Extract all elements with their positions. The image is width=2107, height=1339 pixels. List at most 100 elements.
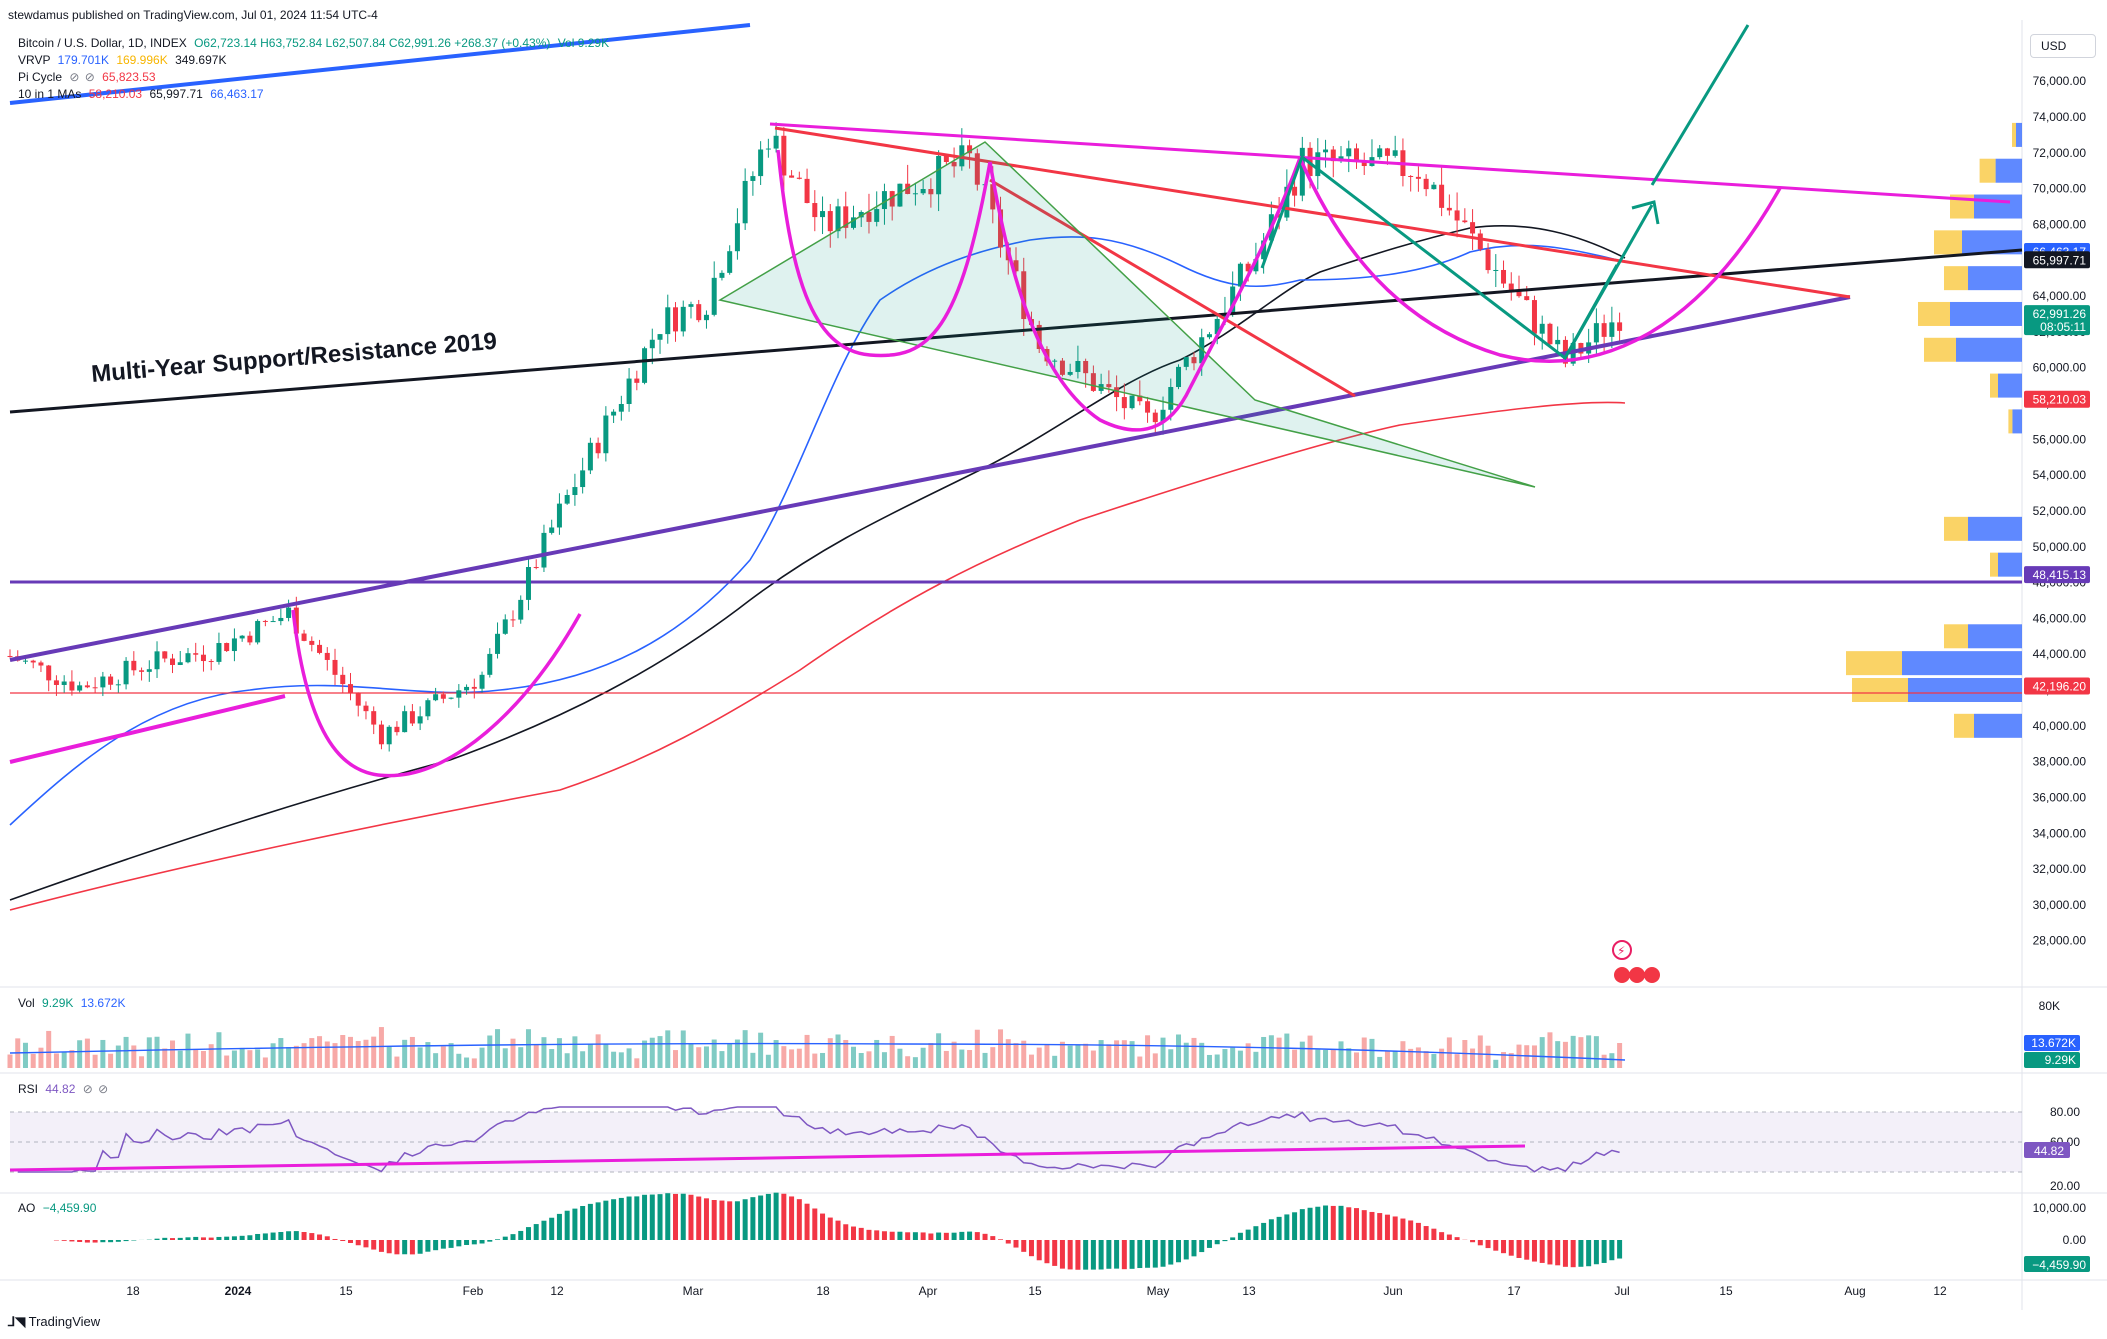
volume-bar: [518, 1047, 524, 1068]
ao-bar: [572, 1208, 578, 1240]
rsi-badge-label: 44.82: [2034, 1144, 2064, 1158]
volume-bar: [1586, 1035, 1592, 1068]
volume-bar: [1268, 1035, 1274, 1068]
candle-body: [324, 652, 330, 660]
volume-bar: [734, 1039, 740, 1068]
volume-ma-line: [9, 1042, 1626, 1061]
ao-bar: [1268, 1219, 1274, 1240]
ao-bar: [1098, 1240, 1104, 1270]
ao-bar: [1028, 1240, 1034, 1257]
time-axis[interactable]: 18 2024 15 Feb 12 Mar 18 Apr 15 May 13 Jun 17 Jul 15 Au…: [126, 1284, 1947, 1298]
volume-bar: [394, 1056, 400, 1068]
price-tick-label: 34,000.00: [2033, 826, 2087, 840]
volume-bar: [998, 1029, 1004, 1068]
volume-bar: [603, 1044, 609, 1068]
candle-body: [293, 607, 299, 634]
candle-body: [456, 690, 462, 698]
ao-bar: [1547, 1240, 1553, 1265]
ao-bar: [773, 1192, 779, 1240]
volume-bar: [464, 1057, 470, 1068]
candle-body: [1021, 271, 1027, 320]
candle-body: [1555, 339, 1561, 345]
candle-body: [1075, 360, 1081, 372]
candle-body: [309, 640, 315, 645]
vrvp-row: VRVP 179.701K 169.996K 349.697K: [18, 53, 226, 67]
volume-bar: [270, 1043, 276, 1068]
candle-body: [866, 211, 872, 222]
ao-bar: [912, 1232, 918, 1240]
volume-bar: [170, 1040, 176, 1068]
volume-title[interactable]: Vol: [18, 996, 35, 1010]
volume-bar: [541, 1037, 547, 1068]
currency-button[interactable]: USD: [2030, 34, 2096, 58]
volume-bar: [1090, 1050, 1096, 1068]
volume-bar: [1276, 1037, 1282, 1068]
candle-body: [711, 277, 717, 315]
ao-pane-label: AO −4,459.90: [18, 1201, 96, 1215]
ao-bar: [990, 1236, 996, 1240]
eye-off-icon[interactable]: ⊘: [69, 70, 80, 84]
volume-bar: [1083, 1043, 1089, 1068]
ao-bar: [100, 1240, 106, 1243]
candle-body: [1470, 222, 1476, 234]
tradingview-brand-text: TradingView: [28, 1314, 101, 1329]
vrvp-label[interactable]: VRVP: [18, 53, 51, 67]
mas-label[interactable]: 10 in 1 MAs: [18, 87, 82, 101]
ao-bar: [1609, 1240, 1615, 1261]
candle-body: [541, 532, 547, 568]
volume-bar: [874, 1039, 880, 1068]
candle-body: [611, 411, 617, 416]
ao-bar: [1315, 1206, 1321, 1240]
candle-body: [378, 724, 384, 745]
candle-body: [479, 674, 485, 689]
price-tick-label: 72,000.00: [2033, 146, 2087, 160]
volume-bar: [53, 1053, 59, 1068]
ao-bar: [324, 1236, 330, 1240]
ao-bar: [758, 1195, 764, 1240]
ao-bar: [719, 1200, 725, 1240]
symbol-title[interactable]: Bitcoin / U.S. Dollar, 1D, INDEX: [18, 36, 187, 50]
volume-bar: [1098, 1040, 1104, 1068]
tradingview-brand[interactable]: ⅃◥ TradingView: [8, 1314, 100, 1330]
volume-bar: [146, 1037, 152, 1068]
candle-body: [781, 135, 787, 176]
ao-bar: [355, 1240, 361, 1246]
rsi-eye-icon[interactable]: ⊘: [82, 1082, 93, 1096]
ao-bar: [820, 1213, 826, 1240]
pi-cycle-label[interactable]: Pi Cycle: [18, 70, 63, 84]
ao-bar: [386, 1240, 392, 1254]
candle-body: [1230, 286, 1236, 314]
flag-icon-2: [1629, 967, 1645, 983]
volume-bar: [796, 1048, 802, 1068]
candle-body: [1423, 178, 1429, 190]
ao-bar: [1570, 1240, 1576, 1268]
rsi-tick-label: 20.00: [2050, 1179, 2080, 1193]
candle-body: [200, 654, 206, 662]
price-tick-label: 60,000.00: [2033, 361, 2087, 375]
volume-bar: [928, 1043, 934, 1068]
volume-bar: [850, 1046, 856, 1068]
price-badge-bg: [2024, 305, 2090, 336]
ao-bar: [1114, 1240, 1120, 1269]
candle-body: [1013, 260, 1019, 272]
rsi-settings-icon[interactable]: ⊘: [98, 1082, 109, 1096]
event-icons[interactable]: ⚡: [1612, 940, 1660, 983]
candle-body: [1377, 148, 1383, 158]
candle-body: [1237, 263, 1243, 287]
ao-bar: [804, 1203, 810, 1240]
candle-body: [1323, 149, 1329, 153]
volume-bar: [1284, 1033, 1290, 1068]
ao-bar: [1044, 1240, 1050, 1264]
candle-body: [1415, 176, 1421, 179]
settings-icon[interactable]: ⊘: [84, 70, 95, 84]
ao-bar: [541, 1220, 547, 1240]
price-tick-label: 68,000.00: [2033, 217, 2087, 231]
rsi-title[interactable]: RSI: [18, 1082, 39, 1096]
volume-v2: 13.672K: [80, 996, 126, 1010]
ao-title[interactable]: AO: [18, 1201, 36, 1215]
candle-body: [1392, 150, 1398, 156]
time-axis-label: Jun: [1383, 1284, 1402, 1298]
ao-bar: [1222, 1240, 1228, 1242]
candle-body: [1516, 291, 1522, 297]
